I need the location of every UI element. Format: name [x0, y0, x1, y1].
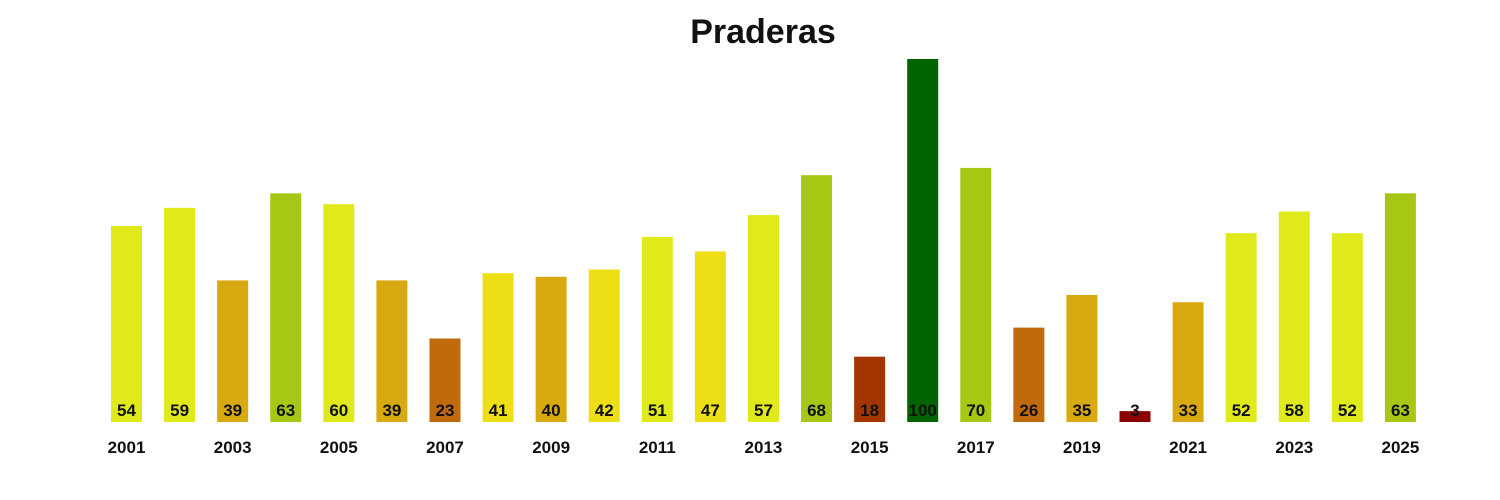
- value-label-2009: 40: [542, 401, 561, 420]
- bar-2013: [747, 215, 779, 422]
- x-tick-label-2003: 2003: [214, 438, 252, 457]
- x-tick-label-2009: 2009: [532, 438, 570, 457]
- x-tick-label-2023: 2023: [1275, 438, 1313, 457]
- bar-2011: [641, 236, 673, 422]
- bar-2004: [270, 193, 302, 422]
- bar-2007: [429, 338, 461, 422]
- bar-2018: [1013, 327, 1045, 422]
- bar-2012: [694, 251, 726, 422]
- value-label-2006: 39: [382, 401, 401, 420]
- value-label-2023: 58: [1285, 401, 1304, 420]
- x-tick-label-2025: 2025: [1382, 438, 1420, 457]
- bar-2010: [588, 269, 620, 422]
- value-label-2017: 70: [966, 401, 985, 420]
- value-label-2020: 3: [1130, 401, 1139, 420]
- bar-2017: [960, 167, 992, 422]
- x-tick-label-2017: 2017: [957, 438, 995, 457]
- bar-2003: [217, 280, 249, 422]
- x-tick-label-2013: 2013: [745, 438, 783, 457]
- bar-2025: [1384, 193, 1416, 422]
- bar-2006: [376, 280, 408, 422]
- value-label-2012: 47: [701, 401, 720, 420]
- value-label-2003: 39: [223, 401, 242, 420]
- value-label-2008: 41: [489, 401, 508, 420]
- x-axis-ticks-group: 2001 2003 2005 2007 2009 2011 2013 2015 2017 2019…: [108, 438, 1420, 457]
- bar-2023: [1278, 211, 1310, 422]
- bar-2009: [535, 276, 567, 422]
- bar-2022: [1225, 233, 1257, 422]
- x-tick-label-2019: 2019: [1063, 438, 1101, 457]
- value-label-2016: 100: [909, 401, 937, 420]
- value-label-2014: 68: [807, 401, 826, 420]
- bar-2014: [801, 175, 833, 422]
- value-label-2019: 35: [1072, 401, 1091, 420]
- value-label-2024: 52: [1338, 401, 1357, 420]
- x-tick-label-2011: 2011: [639, 438, 676, 457]
- x-tick-label-2015: 2015: [851, 438, 889, 457]
- value-label-2018: 26: [1019, 401, 1038, 420]
- bar-2005: [323, 204, 355, 422]
- value-labels-group: 54 59 39 63 60 39 23 41 40 42 51 47 57 68 18 100 70 26 35 3…: [117, 401, 1410, 420]
- bar-2021: [1172, 302, 1204, 422]
- x-tick-label-2021: 2021: [1169, 438, 1207, 457]
- x-tick-label-2007: 2007: [426, 438, 464, 457]
- bar-2016: [907, 59, 939, 422]
- value-label-2002: 59: [170, 401, 189, 420]
- x-tick-label-2005: 2005: [320, 438, 358, 457]
- value-label-2013: 57: [754, 401, 773, 420]
- bar-2002: [164, 207, 196, 422]
- value-label-2001: 54: [117, 401, 136, 420]
- bar-2001: [111, 225, 142, 422]
- value-label-2025: 63: [1391, 401, 1410, 420]
- bar-2019: [1066, 294, 1098, 422]
- value-label-2010: 42: [595, 401, 614, 420]
- bars-group: [111, 59, 1416, 422]
- bar-2008: [482, 273, 514, 422]
- chart-title: Praderas: [690, 13, 836, 51]
- value-label-2011: 51: [648, 401, 667, 420]
- value-label-2004: 63: [276, 401, 295, 420]
- value-label-2015: 18: [860, 401, 879, 420]
- bar-2020: [1119, 411, 1151, 422]
- value-label-2007: 23: [436, 401, 455, 420]
- value-label-2005: 60: [329, 401, 348, 420]
- value-label-2022: 52: [1232, 401, 1251, 420]
- value-label-2021: 33: [1179, 401, 1198, 420]
- bar-2024: [1331, 233, 1363, 422]
- bar-2015: [854, 356, 886, 422]
- x-tick-label-2001: 2001: [108, 438, 146, 457]
